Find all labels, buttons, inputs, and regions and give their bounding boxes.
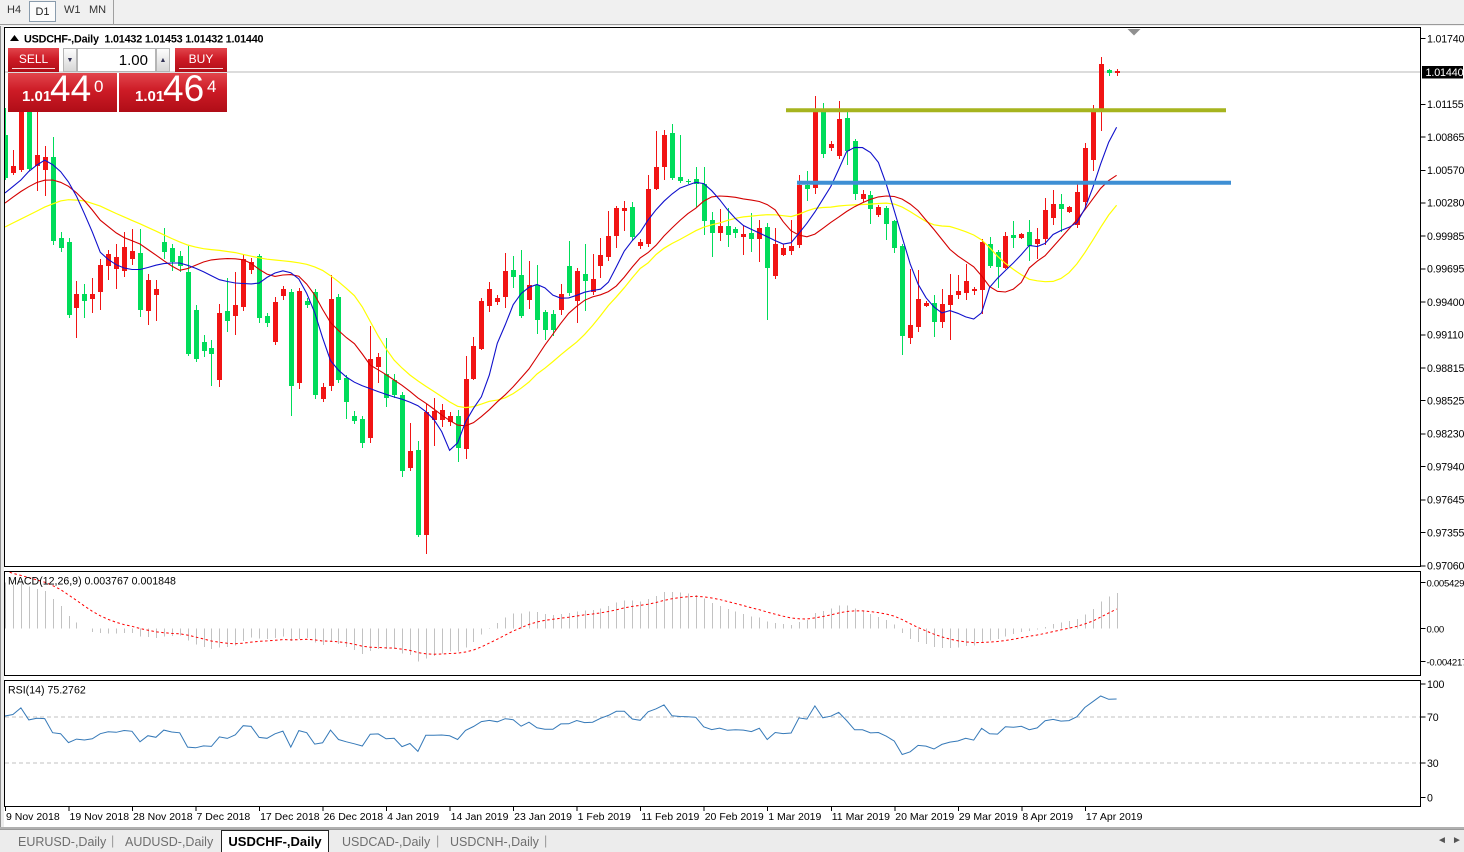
svg-text:1 Mar 2019: 1 Mar 2019	[768, 811, 821, 823]
svg-text:RSI(14) 75.2762: RSI(14) 75.2762	[8, 685, 86, 697]
svg-text:0.99110: 0.99110	[1427, 330, 1464, 342]
svg-text:30: 30	[1427, 758, 1439, 770]
svg-text:17 Apr 2019: 17 Apr 2019	[1086, 811, 1143, 823]
svg-text:26 Dec 2018: 26 Dec 2018	[324, 811, 384, 823]
svg-text:11 Mar 2019: 11 Mar 2019	[832, 811, 890, 823]
svg-text:17 Dec 2018: 17 Dec 2018	[260, 811, 320, 823]
svg-text:9 Nov 2018: 9 Nov 2018	[6, 811, 60, 823]
svg-text:100: 100	[1427, 679, 1444, 691]
svg-text:0.99985: 0.99985	[1427, 231, 1464, 243]
svg-text:0: 0	[1427, 792, 1433, 804]
svg-text:14 Jan 2019: 14 Jan 2019	[451, 811, 509, 823]
svg-text:0.99400: 0.99400	[1427, 297, 1464, 309]
svg-text:70: 70	[1427, 712, 1439, 724]
svg-text:19 Nov 2018: 19 Nov 2018	[70, 811, 130, 823]
svg-text:20 Mar 2019: 20 Mar 2019	[895, 811, 954, 823]
svg-text:0.98230: 0.98230	[1427, 429, 1464, 441]
svg-text:1 Feb 2019: 1 Feb 2019	[578, 811, 631, 823]
svg-text:-0.004217: -0.004217	[1427, 657, 1464, 668]
svg-text:1.00865: 1.00865	[1427, 132, 1464, 144]
svg-text:1.01740: 1.01740	[1427, 33, 1464, 45]
svg-text:0.005429: 0.005429	[1427, 578, 1464, 589]
svg-text:29 Mar 2019: 29 Mar 2019	[959, 811, 1018, 823]
svg-text:28 Nov 2018: 28 Nov 2018	[133, 811, 193, 823]
svg-text:8 Apr 2019: 8 Apr 2019	[1022, 811, 1073, 823]
svg-text:0.97060: 0.97060	[1427, 561, 1464, 573]
svg-text:7 Dec 2018: 7 Dec 2018	[197, 811, 251, 823]
svg-text:4 Jan 2019: 4 Jan 2019	[387, 811, 439, 823]
svg-text:USDCHF-,Daily 1.01432 1.01453: USDCHF-,Daily 1.01432 1.01453 1.01432 1.…	[24, 34, 263, 46]
svg-text:20 Feb 2019: 20 Feb 2019	[705, 811, 764, 823]
svg-text:1.00570: 1.00570	[1427, 165, 1464, 177]
svg-text:0.97940: 0.97940	[1427, 461, 1464, 473]
svg-text:1.01440: 1.01440	[1426, 67, 1464, 79]
svg-text:23 Jan 2019: 23 Jan 2019	[514, 811, 572, 823]
svg-text:1.01155: 1.01155	[1427, 99, 1464, 111]
svg-text:11 Feb 2019: 11 Feb 2019	[641, 811, 699, 823]
svg-text:0.00: 0.00	[1427, 624, 1444, 635]
svg-text:MACD(12,26,9) 0.003767 0.00184: MACD(12,26,9) 0.003767 0.001848	[8, 576, 176, 588]
svg-text:0.99695: 0.99695	[1427, 264, 1464, 276]
svg-text:1.00280: 1.00280	[1427, 198, 1464, 210]
svg-text:0.97355: 0.97355	[1427, 527, 1464, 539]
svg-text:0.98815: 0.98815	[1427, 363, 1464, 375]
svg-text:0.97645: 0.97645	[1427, 495, 1464, 507]
svg-text:0.98525: 0.98525	[1427, 396, 1464, 408]
